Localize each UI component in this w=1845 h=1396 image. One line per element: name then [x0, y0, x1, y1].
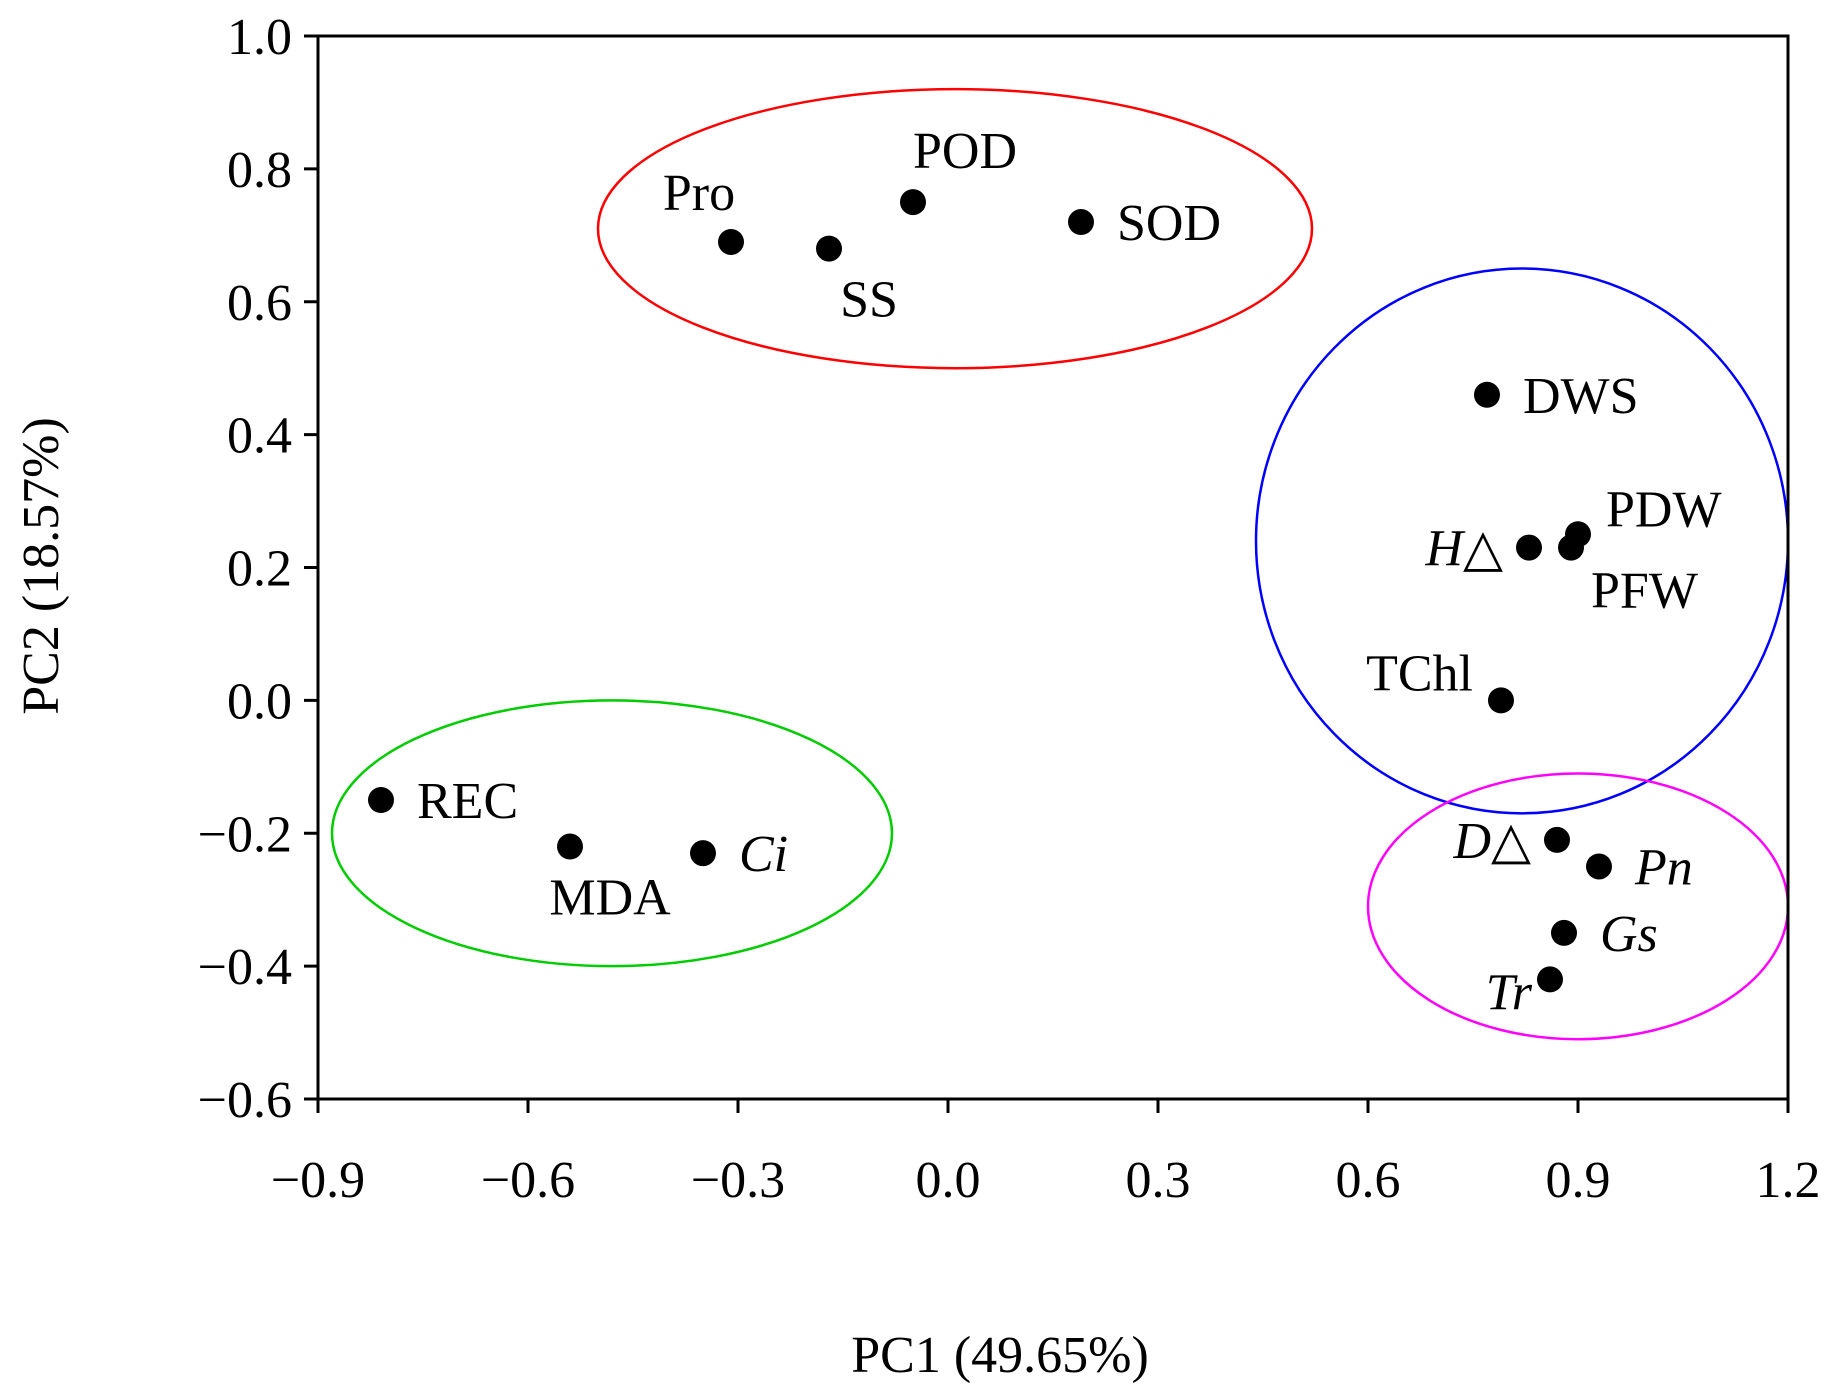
point-label-pdw: PDW	[1606, 481, 1722, 538]
x-tick-label: 0.3	[1126, 1152, 1191, 1209]
point-label-mda: MDA	[549, 870, 671, 927]
point-label-d: D△	[1452, 813, 1531, 870]
point-mda	[557, 833, 583, 860]
y-tick-label: −0.4	[198, 939, 292, 996]
x-tick-label: 1.2	[1756, 1152, 1821, 1209]
point-ss	[816, 235, 842, 262]
point-d	[1544, 826, 1570, 853]
point-label-pn: Pn	[1634, 839, 1693, 896]
point-rec	[368, 787, 394, 814]
y-tick-label: 1.0	[227, 9, 292, 66]
point-pn	[1586, 853, 1612, 880]
point-pro	[718, 228, 744, 255]
point-label-ci: Ci	[739, 826, 788, 883]
x-axis-ticks: −0.9 −0.6 −0.3 0.0 0.3 0.6 0.9 1.2	[271, 1099, 1821, 1209]
x-tick-label: −0.3	[691, 1152, 785, 1209]
y-tick-label: 0.4	[227, 408, 292, 465]
y-axis-title: PC2 (18.57%)	[13, 417, 70, 715]
x-tick-label: 0.0	[916, 1152, 981, 1209]
y-tick-label: −0.2	[198, 806, 292, 863]
x-axis-title: PC1 (49.65%)	[851, 1327, 1149, 1384]
x-tick-label: 0.9	[1546, 1152, 1611, 1209]
y-tick-label: 0.8	[227, 142, 292, 199]
point-label-sod: SOD	[1117, 195, 1221, 252]
point-dws	[1474, 381, 1500, 408]
point-label-dws: DWS	[1523, 368, 1639, 425]
group-ellipse-damage	[330, 699, 894, 968]
point-label-pod: POD	[913, 123, 1017, 180]
point-pod	[900, 189, 926, 216]
y-tick-label: 0.2	[227, 541, 292, 598]
group-ellipse-photosynthesis	[1366, 772, 1790, 1041]
point-tr	[1537, 966, 1563, 993]
point-label-tr: Tr	[1486, 964, 1533, 1021]
point-label-pfw: PFW	[1591, 563, 1698, 620]
point-pfw	[1558, 534, 1584, 561]
x-tick-label: 0.6	[1336, 1152, 1401, 1209]
point-label-tchl: TChl	[1366, 645, 1473, 702]
point-label-ss: SS	[840, 272, 898, 329]
data-points: Pro SS POD SOD DWS H△ PDW PFW TChl REC MDA Ci D△ Pn Gs…	[368, 123, 1722, 1021]
y-axis-ticks: −0.6 −0.4 −0.2 0.0 0.2 0.4 0.6 0.8 1.0	[198, 9, 318, 1129]
y-tick-label: −0.6	[198, 1072, 292, 1129]
y-tick-label: 0.0	[227, 673, 292, 730]
point-label-h: H△	[1424, 521, 1503, 578]
group-ellipse-osmotic-antioxidant	[596, 87, 1314, 370]
point-tchl	[1488, 687, 1514, 714]
point-label-rec: REC	[417, 773, 518, 830]
point-label-gs: Gs	[1600, 906, 1658, 963]
point-gs	[1551, 919, 1577, 946]
y-tick-label: 0.6	[227, 275, 292, 332]
x-tick-label: −0.6	[481, 1152, 575, 1209]
x-tick-label: −0.9	[271, 1152, 365, 1209]
point-ci	[690, 840, 716, 867]
point-label-pro: Pro	[663, 165, 735, 222]
point-sod	[1068, 209, 1094, 236]
point-h	[1516, 534, 1542, 561]
